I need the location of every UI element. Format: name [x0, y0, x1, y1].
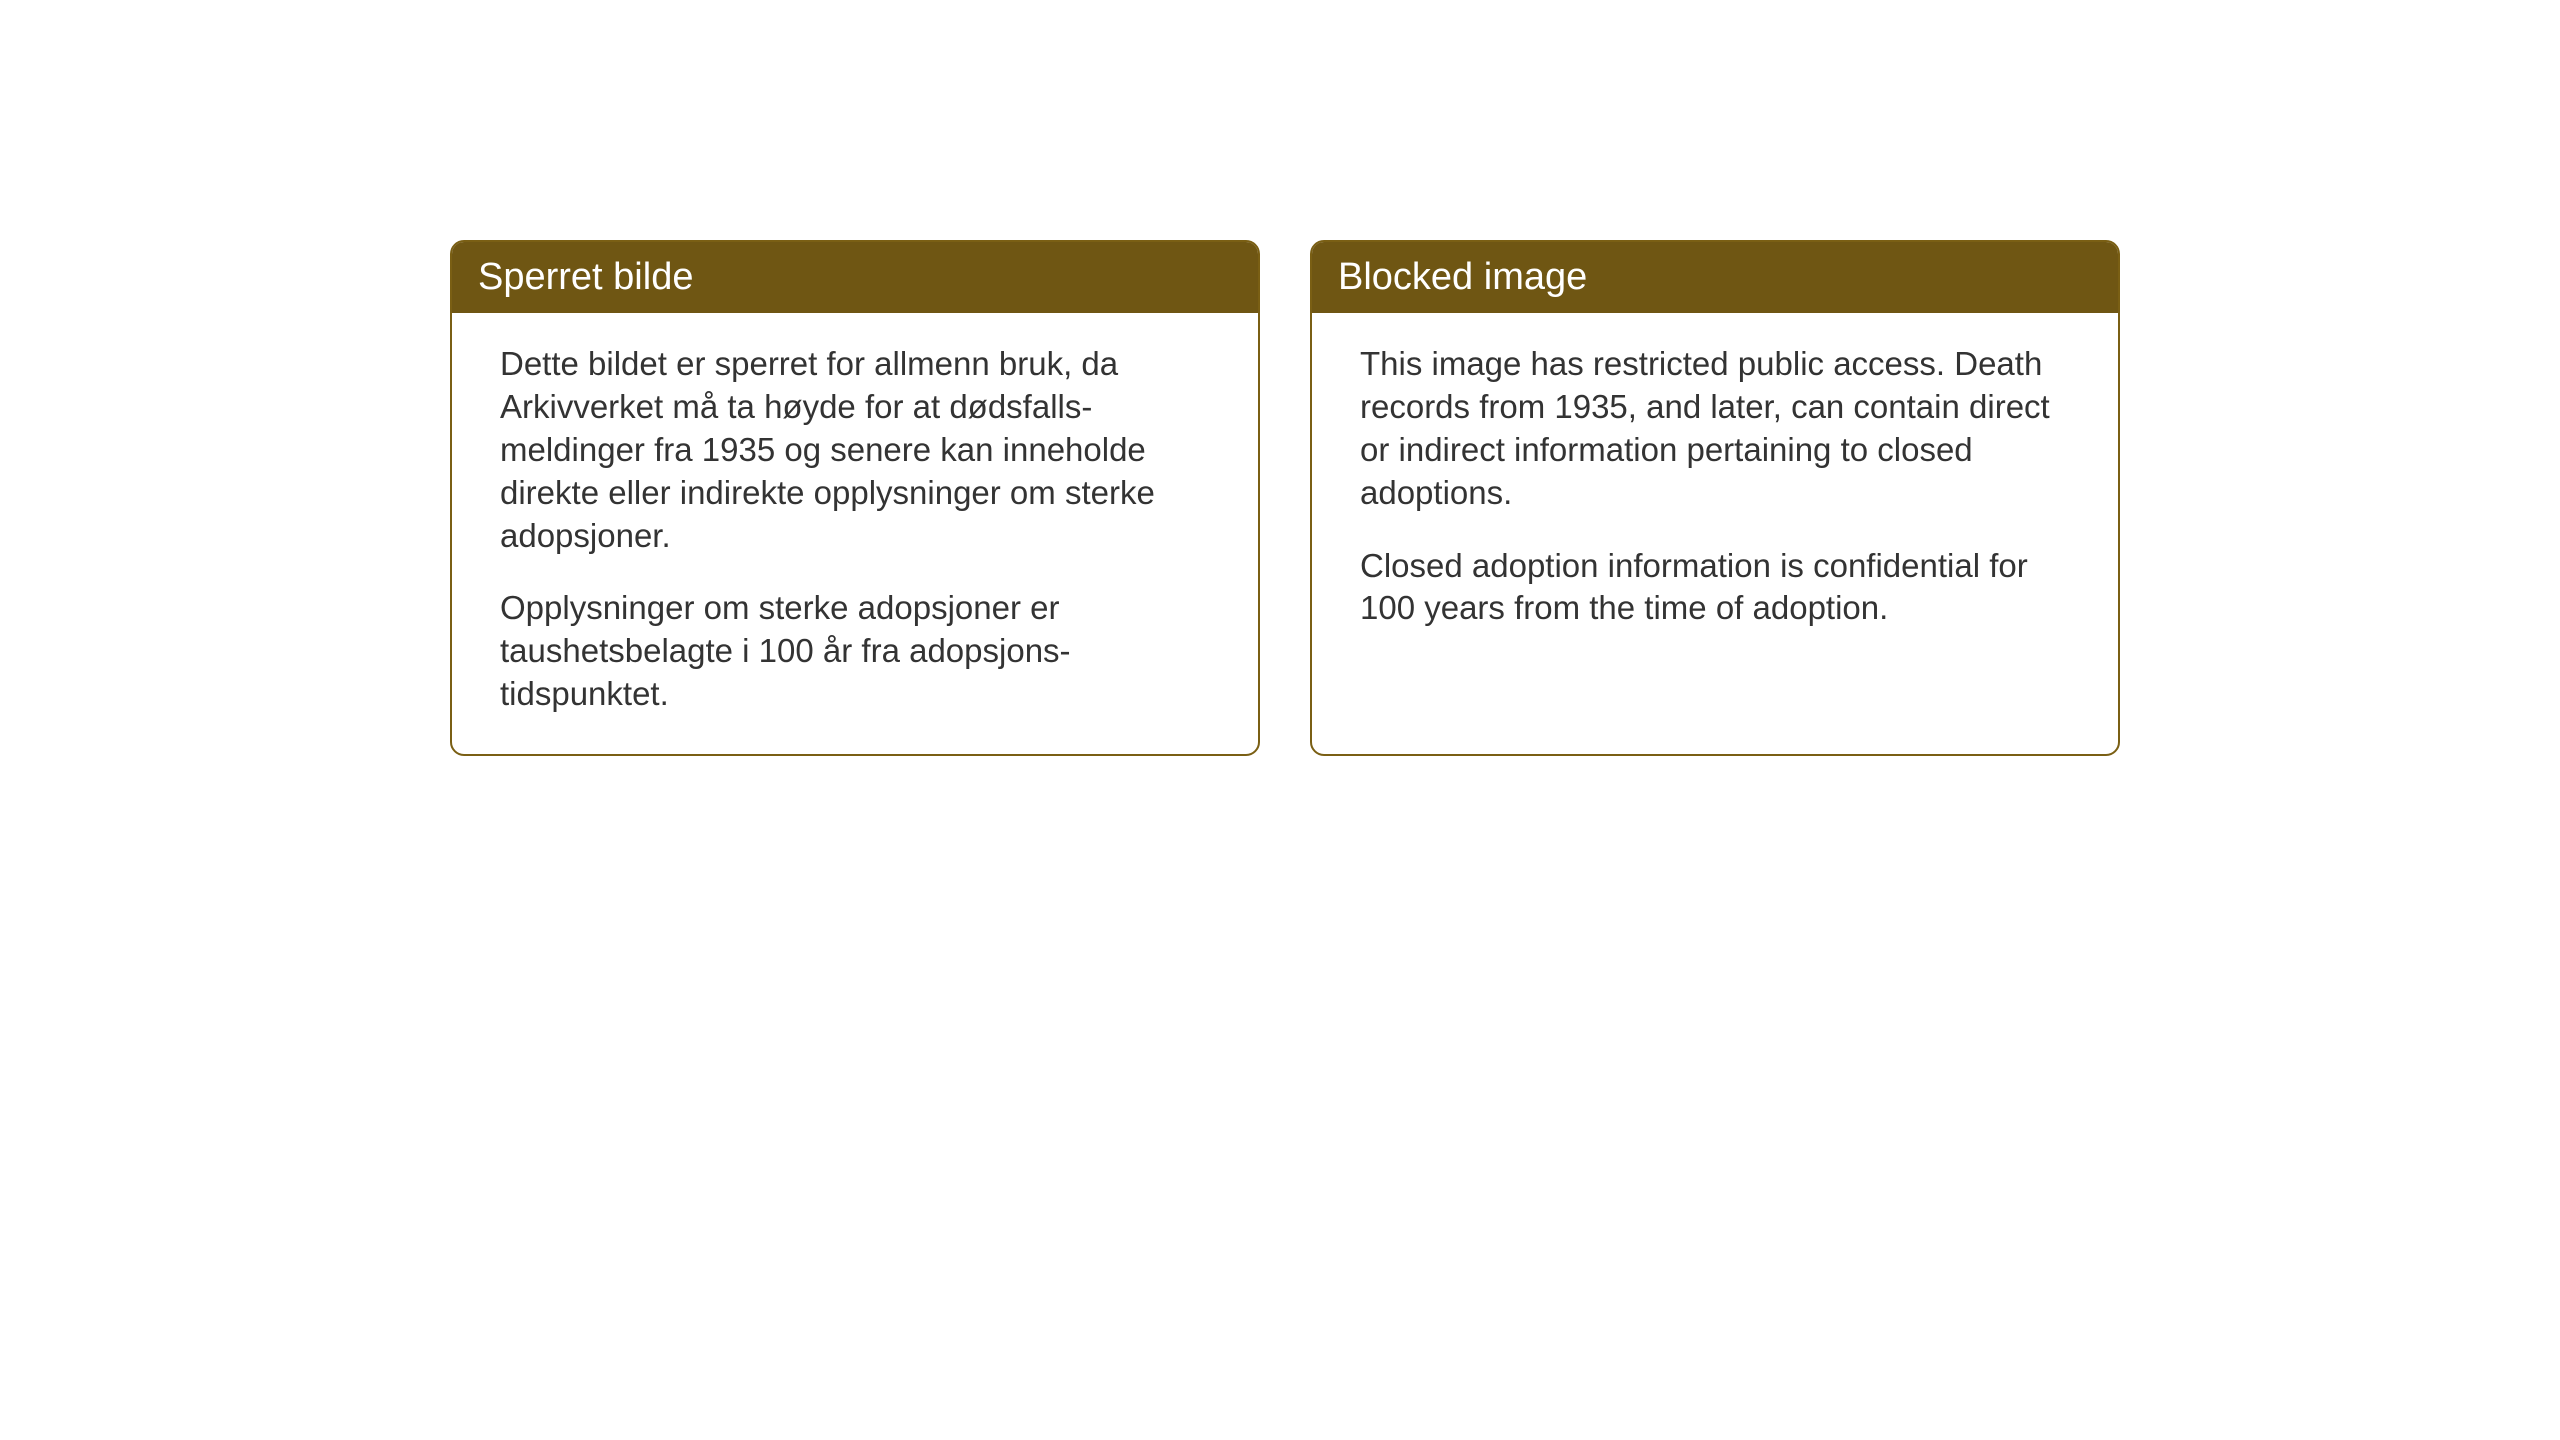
card-title: Blocked image	[1338, 256, 1587, 298]
card-body: Dette bildet er sperret for allmenn bruk…	[452, 313, 1258, 754]
card-paragraph: Closed adoption information is confident…	[1360, 545, 2070, 631]
notice-container: Sperret bilde Dette bildet er sperret fo…	[450, 240, 2120, 756]
notice-card-norwegian: Sperret bilde Dette bildet er sperret fo…	[450, 240, 1260, 756]
card-header: Sperret bilde	[452, 242, 1258, 313]
card-paragraph: Dette bildet er sperret for allmenn bruk…	[500, 343, 1210, 557]
card-header: Blocked image	[1312, 242, 2118, 313]
notice-card-english: Blocked image This image has restricted …	[1310, 240, 2120, 756]
card-body: This image has restricted public access.…	[1312, 313, 2118, 668]
card-paragraph: Opplysninger om sterke adopsjoner er tau…	[500, 587, 1210, 716]
card-title: Sperret bilde	[478, 256, 693, 298]
card-paragraph: This image has restricted public access.…	[1360, 343, 2070, 515]
